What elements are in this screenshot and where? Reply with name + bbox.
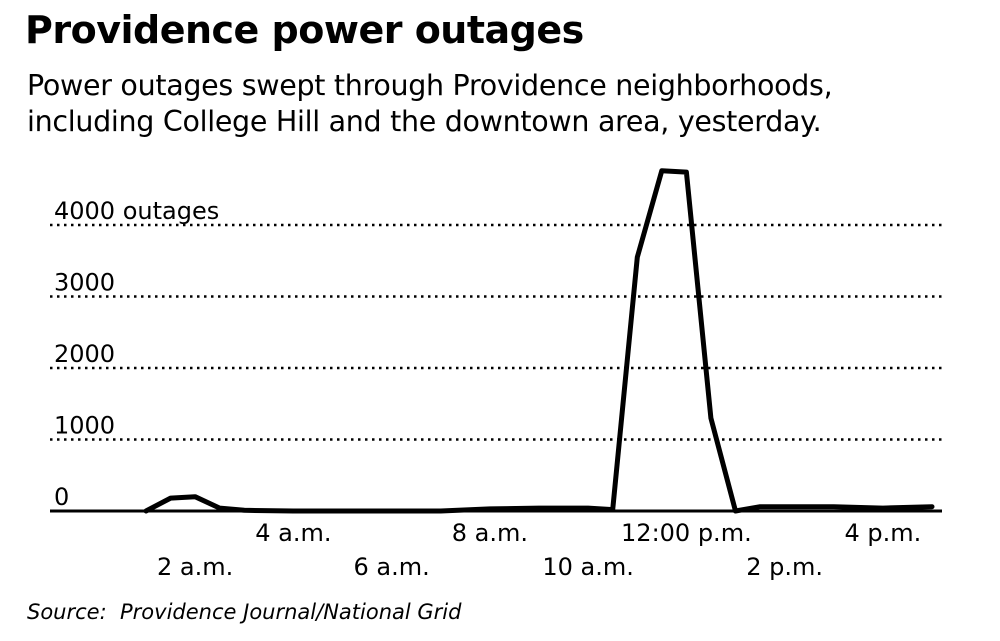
data-series	[143, 168, 935, 514]
y-tick-label: 2000	[54, 340, 115, 368]
x-tick-label: 4 a.m.	[255, 519, 331, 547]
y-tick-label: 3000	[54, 269, 115, 297]
outage-line	[143, 168, 935, 514]
x-tick-label: 4 p.m.	[844, 519, 921, 547]
chart-subtitle: Power outages swept through Providence n…	[27, 69, 833, 138]
gridlines	[50, 223, 942, 441]
x-tick-label: 8 a.m.	[452, 519, 528, 547]
x-tick-labels: 2 a.m. 4 a.m. 6 a.m. 8 a.m. 10 a.m. 12:00 p.m…	[157, 519, 921, 581]
x-tick-label: 2 p.m.	[746, 553, 823, 581]
chart-title: Providence power outages	[25, 8, 584, 52]
y-tick-label: 4000 outages	[54, 197, 219, 225]
y-tick-labels: 0 1000 2000 3000 4000 outages	[54, 197, 219, 511]
x-tick-label: 10 a.m.	[542, 553, 634, 581]
x-tick-label: 2 a.m.	[157, 553, 233, 581]
y-tick-label: 1000	[54, 412, 115, 440]
y-tick-label: 0	[54, 483, 69, 511]
x-tick-label: 6 a.m.	[354, 553, 430, 581]
x-tick-label: 12:00 p.m.	[621, 519, 752, 547]
source-note: Source: Providence Journal/National Grid	[27, 600, 462, 624]
